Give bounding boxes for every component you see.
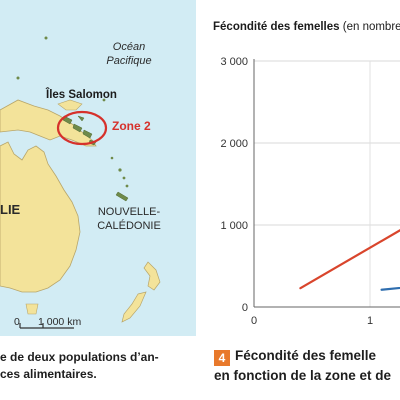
x-tick-label: 0 bbox=[251, 315, 257, 327]
document-number-badge: 4 bbox=[214, 350, 230, 366]
ocean-label-line2: Pacifique bbox=[106, 55, 152, 67]
chart-caption: 4 Fécondité des femelle en fonction de la… bbox=[214, 346, 400, 385]
new-zealand-north bbox=[143, 261, 161, 291]
vanuatu-island bbox=[118, 168, 122, 172]
australia-landmass bbox=[0, 141, 81, 293]
ocean-label: Océan Pacifique bbox=[106, 40, 152, 68]
pacific-island bbox=[44, 36, 48, 40]
nc-label-line1: NOUVELLE- bbox=[97, 206, 161, 218]
zone2-label: Zone 2 bbox=[112, 119, 151, 133]
map-caption-line1: e de deux populations d’an- bbox=[0, 350, 159, 364]
nc-label-line2: CALÉDONIE bbox=[97, 220, 161, 232]
salomon-label: Îles Salomon bbox=[46, 89, 117, 101]
new-britain bbox=[57, 99, 83, 111]
series-line-1 bbox=[299, 229, 400, 290]
tasmania bbox=[25, 303, 39, 315]
australia-label: LIE bbox=[0, 202, 21, 217]
chart-title-text: Fécondité des femelles bbox=[213, 21, 340, 33]
chart-caption-line2: en fonction de la zone et de bbox=[214, 368, 392, 383]
new-caledonia bbox=[115, 191, 129, 202]
pacific-island bbox=[110, 156, 114, 160]
new-caledonia-label: NOUVELLE- CALÉDONIE bbox=[90, 205, 168, 233]
pacific-island bbox=[102, 98, 106, 102]
ocean-label-line1: Océan bbox=[112, 41, 146, 53]
y-tick-label: 1 000 bbox=[220, 220, 248, 232]
chart-caption-text1: Fécondité des femelle bbox=[235, 348, 377, 363]
vanuatu-island bbox=[125, 184, 129, 188]
solomon-islands bbox=[62, 115, 97, 146]
chart-caption-line1: 4 Fécondité des femelle bbox=[214, 346, 400, 366]
papua-landmass bbox=[0, 99, 97, 147]
scale-km-label: 1 000 km bbox=[38, 316, 82, 328]
chart-title: Fécondité des femelles (en nombre bbox=[213, 21, 400, 33]
pacific-island bbox=[16, 76, 20, 80]
series-line-2 bbox=[380, 286, 400, 291]
y-tick-label: 0 bbox=[242, 302, 248, 314]
vanuatu-island bbox=[122, 176, 126, 180]
x-tick-label: 1 bbox=[367, 315, 373, 327]
new-zealand-south bbox=[121, 291, 147, 323]
y-tick-label: 3 000 bbox=[220, 56, 248, 68]
map-caption: e de deux populations d’an- ces alimenta… bbox=[0, 349, 196, 383]
y-tick-label: 2 000 bbox=[220, 138, 248, 150]
zone2-circle bbox=[56, 110, 108, 146]
scale-zero-label: 0 bbox=[14, 316, 20, 328]
chart-title-unit: (en nombre bbox=[342, 21, 400, 33]
oceania-map bbox=[0, 36, 161, 329]
map-panel: Océan Pacifique Îles Salomon Zone 2 LIE … bbox=[0, 0, 196, 336]
map-caption-line2: ces alimentaires. bbox=[0, 367, 97, 381]
